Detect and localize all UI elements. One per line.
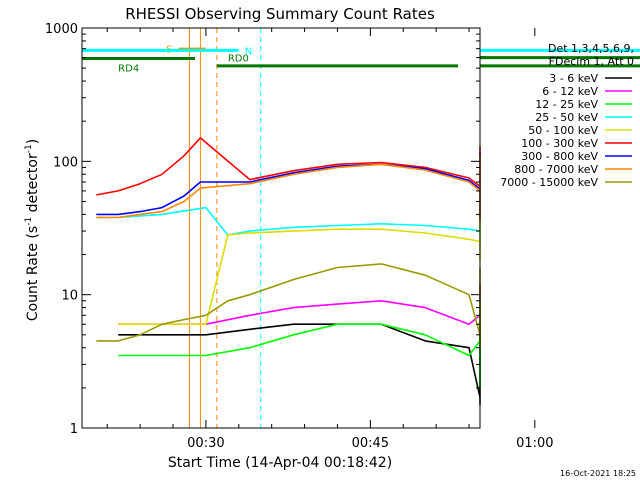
y-tick-label: 100 (53, 155, 78, 170)
y-axis-label: Count Rate (s-1 detector-1) (24, 139, 41, 321)
legend-entry-label: 6 - 12 keV (542, 85, 598, 98)
series-line (118, 166, 481, 326)
y-axis-label-sup2: -1 (24, 144, 34, 153)
x-tick-label: 00:30 (187, 436, 224, 451)
plot-frame (81, 27, 481, 429)
attenuator-state-overlays: SNRD4RD0 (82, 28, 640, 428)
y-axis-label-sup1: -1 (24, 217, 34, 226)
legend-entry-label: 25 - 50 keV (535, 111, 598, 124)
y-tick-label: 1 (70, 422, 78, 437)
series-line (96, 155, 481, 223)
legend-header: FDecim 1, Att 0 (549, 55, 634, 68)
series-line (118, 283, 481, 336)
footer-timestamp: 16-Oct-2021 18:25 (560, 469, 636, 478)
series-line (118, 299, 481, 389)
series-line (118, 182, 481, 250)
rd4-label: RD4 (118, 64, 139, 75)
series-layer (96, 137, 481, 406)
legend-entry-label: 300 - 800 keV (521, 150, 598, 163)
legend: Det 1,3,4,5,6,9,FDecim 1, Att 0 3 - 6 keV… (500, 42, 634, 189)
night-label: N (245, 46, 252, 57)
legend-entry-label: 3 - 6 keV (549, 72, 598, 85)
rd0-label: RD0 (228, 54, 249, 65)
y-tick-label: 10 (61, 289, 78, 304)
series-line (118, 283, 481, 406)
x-axis-label: Start Time (14-Apr-04 00:18:42) (168, 455, 392, 471)
y-axis-label-main: Count Rate (s (25, 226, 41, 321)
legend-entry-label: 12 - 25 keV (535, 98, 598, 111)
y-axis-label-mid: detector (25, 153, 41, 217)
x-tick-label: 00:45 (352, 436, 389, 451)
y-tick-label: 1000 (45, 22, 78, 37)
series-line (96, 152, 481, 220)
legend-entry-label: 7000 - 15000 keV (500, 176, 598, 189)
legend-entry-label: 100 - 300 keV (521, 137, 598, 150)
legend-entry-label: 50 - 100 keV (528, 124, 598, 137)
chart-title: RHESSI Observing Summary Count Rates (125, 5, 435, 23)
legend-header: Det 1,3,4,5,6,9, (548, 42, 634, 55)
x-tick-label: 01:00 (516, 436, 553, 451)
legend-entry-label: 800 - 7000 keV (514, 163, 598, 176)
y-axis-label-end: ) (25, 139, 41, 144)
